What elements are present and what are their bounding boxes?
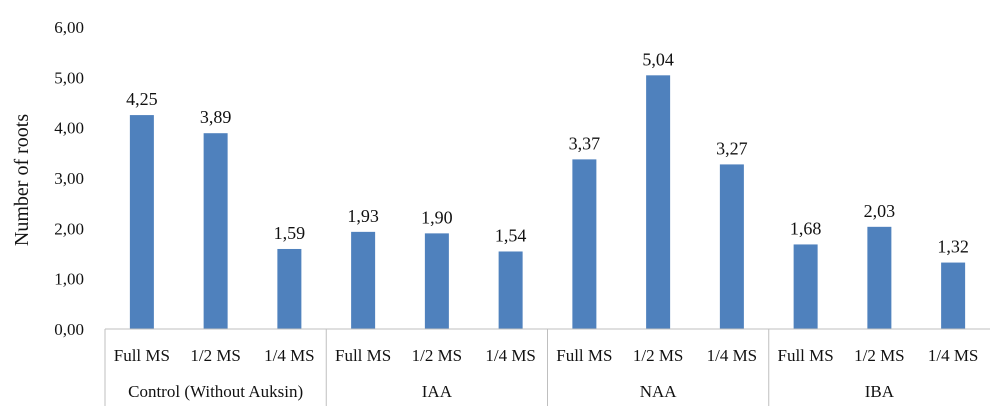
category-label: Full MS [778,346,834,365]
x-axis: Full MS 1/2 MS 1/4 MS Control (Without Auks… [104,328,990,406]
category-label: 1/2 MS [190,346,241,365]
data-label: 2,03 [864,201,896,221]
bar [941,262,966,329]
bar [498,251,523,329]
data-label: 1,54 [495,225,527,245]
y-tick-label: 1,00 [54,270,84,289]
bar [793,244,818,329]
data-label: 3,89 [200,107,232,127]
category-label: Full MS [114,346,170,365]
bar [424,233,449,329]
data-label: 3,37 [569,133,601,153]
category-label: Full MS [556,346,612,365]
bar [129,115,154,329]
y-tick-label: 6,00 [54,18,84,37]
data-label: 3,27 [716,138,748,158]
category-label: 1/4 MS [485,346,536,365]
y-tick-label: 3,00 [54,169,84,188]
data-label: 1,59 [274,223,306,243]
bar [867,226,892,329]
y-tick-label: 2,00 [54,219,84,238]
group-label: IAA [422,382,453,401]
data-label: 1,93 [347,206,379,226]
bar [203,133,228,329]
data-label: 1,32 [937,237,969,257]
bar [646,75,671,329]
data-label: 1,68 [790,218,822,238]
category-label: 1/2 MS [412,346,463,365]
category-label: 1/4 MS [264,346,315,365]
category-label: 1/4 MS [707,346,758,365]
category-label: 1/2 MS [854,346,905,365]
y-axis-title: Number of roots [11,114,33,246]
bar [572,159,597,329]
data-label: 1,90 [421,207,453,227]
bar [277,248,302,329]
data-label: 5,04 [642,49,674,69]
data-label: 4,25 [126,89,158,109]
y-tick-label: 5,00 [54,68,84,87]
group-label: IBA [865,382,895,401]
category-label: Full MS [335,346,391,365]
bar-labels: 4,25 3,89 1,59 1,93 1,90 1,54 3,37 5,04 3,27 1,68… [126,49,969,256]
bars [129,75,966,329]
bar [351,231,376,329]
y-tick-label: 0,00 [54,320,84,339]
category-label: 1/4 MS [928,346,979,365]
bar [719,164,744,329]
category-label: 1/2 MS [633,346,684,365]
y-axis-ticks: 0,00 1,00 2,00 3,00 4,00 5,00 6,00 [54,18,84,339]
y-tick-label: 4,00 [54,119,84,138]
group-label: NAA [640,382,678,401]
group-label: Control (Without Auksin) [128,382,303,401]
